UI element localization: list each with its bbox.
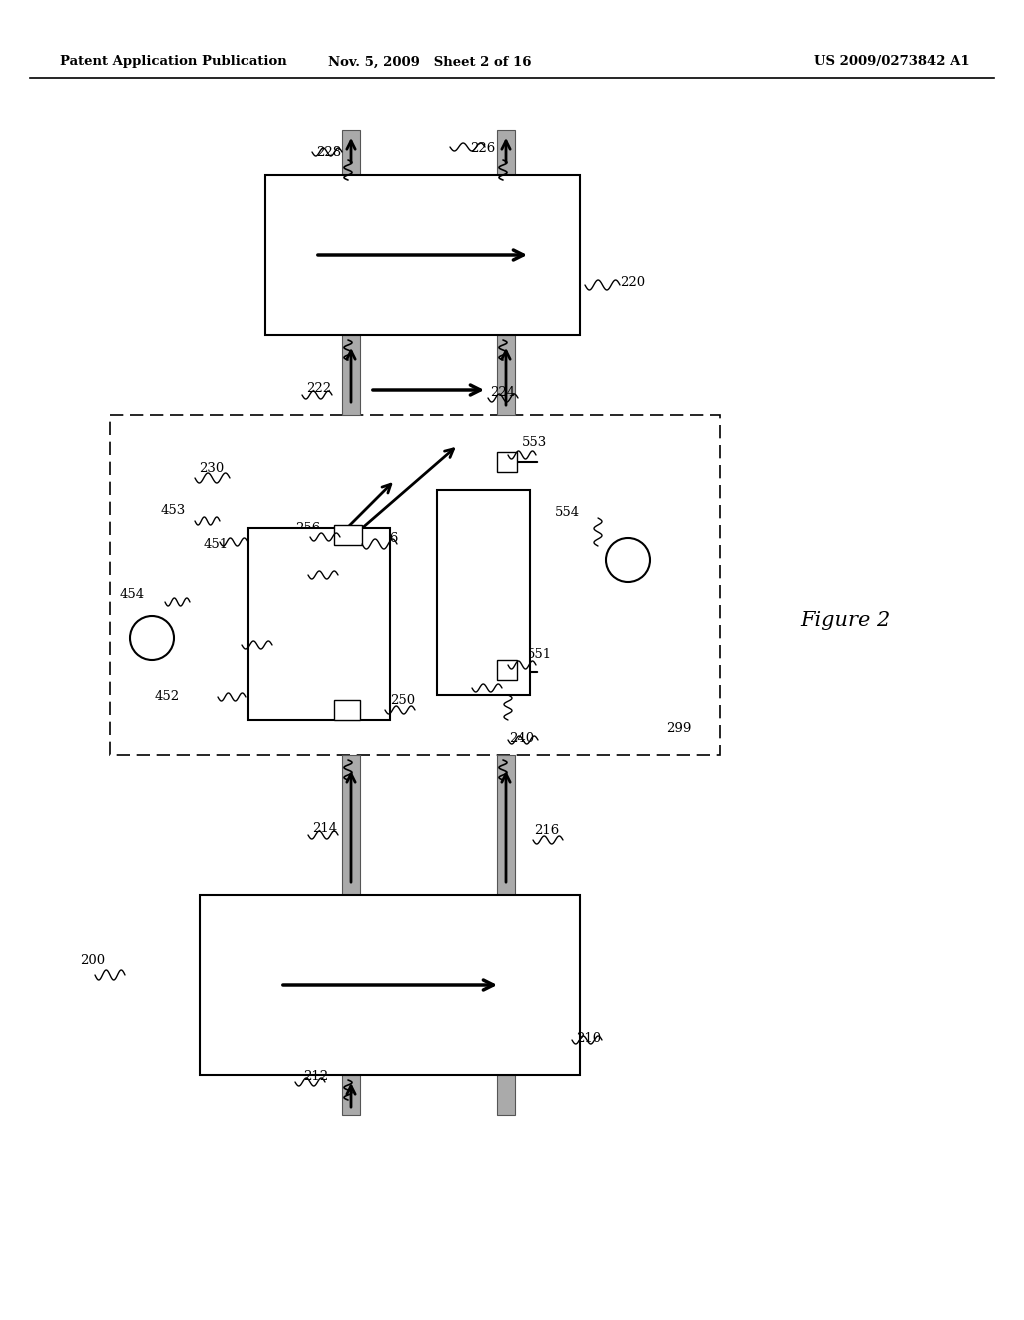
Text: 452: 452 — [155, 690, 180, 704]
Bar — [248, 528, 390, 719]
Text: 228: 228 — [316, 147, 341, 160]
Bar — [265, 176, 580, 335]
Text: 453: 453 — [161, 503, 186, 516]
Text: 230: 230 — [199, 462, 224, 474]
Text: 451: 451 — [204, 539, 229, 552]
Text: 224: 224 — [490, 385, 515, 399]
Bar — [497, 660, 517, 680]
Bar — [110, 414, 720, 755]
Text: 222: 222 — [306, 381, 331, 395]
Bar — [334, 525, 362, 545]
Bar — [497, 1074, 515, 1115]
Text: 554: 554 — [555, 506, 581, 519]
Bar — [342, 129, 360, 176]
Bar — [334, 700, 360, 719]
Text: US 2009/0273842 A1: US 2009/0273842 A1 — [814, 55, 970, 69]
Text: 260: 260 — [472, 673, 498, 686]
Text: 214: 214 — [312, 821, 337, 834]
Text: 216: 216 — [534, 824, 559, 837]
Text: 552: 552 — [505, 684, 530, 697]
Bar — [497, 451, 517, 473]
Text: 212: 212 — [303, 1071, 328, 1084]
Circle shape — [606, 539, 650, 582]
Text: 240: 240 — [509, 731, 535, 744]
Text: 220: 220 — [620, 276, 645, 289]
Bar — [342, 335, 360, 414]
Text: 256: 256 — [295, 521, 321, 535]
Text: Nov. 5, 2009   Sheet 2 of 16: Nov. 5, 2009 Sheet 2 of 16 — [329, 55, 531, 69]
Text: 553: 553 — [522, 437, 547, 450]
Text: Patent Application Publication: Patent Application Publication — [60, 55, 287, 69]
Text: 454: 454 — [120, 589, 145, 602]
Bar — [497, 755, 515, 895]
Bar — [200, 895, 580, 1074]
Text: 200: 200 — [80, 953, 105, 966]
Bar — [342, 1074, 360, 1115]
Text: 253: 253 — [293, 561, 318, 574]
Bar — [437, 490, 530, 696]
Bar — [342, 755, 360, 895]
Text: Figure 2: Figure 2 — [800, 610, 890, 630]
Text: 250: 250 — [390, 693, 415, 706]
Text: 551: 551 — [527, 648, 552, 661]
Text: 226: 226 — [470, 141, 496, 154]
Text: 210: 210 — [575, 1031, 601, 1044]
Circle shape — [130, 616, 174, 660]
Text: 266: 266 — [373, 532, 398, 544]
Text: 299: 299 — [666, 722, 691, 734]
Text: 252: 252 — [247, 634, 272, 647]
Bar — [497, 335, 515, 414]
Bar — [497, 129, 515, 176]
